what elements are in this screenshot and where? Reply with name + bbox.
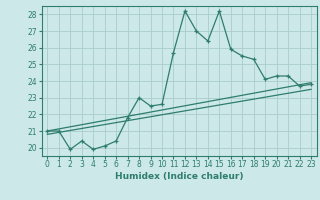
X-axis label: Humidex (Indice chaleur): Humidex (Indice chaleur) [115, 172, 244, 181]
